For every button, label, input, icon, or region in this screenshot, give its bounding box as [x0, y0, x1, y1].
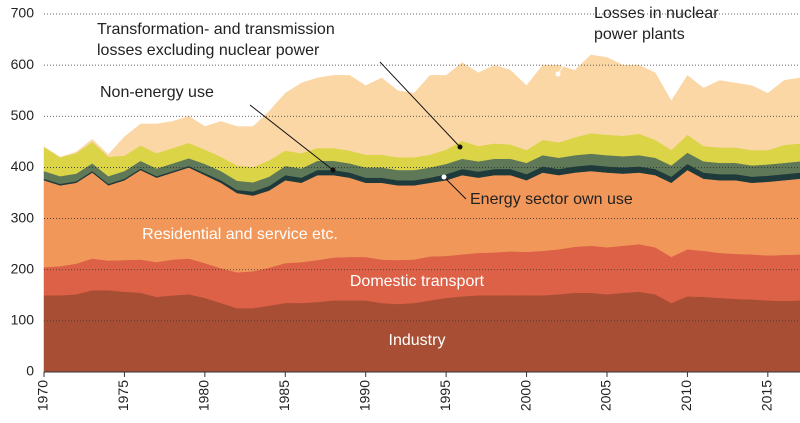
leader-dot — [330, 167, 336, 173]
leader-line — [249, 104, 334, 171]
annotations: Industry Domestic transport Residential … — [97, 5, 719, 349]
series-label: Losses in nuclear power plants — [594, 5, 719, 43]
x-tick-label: 2005 — [598, 380, 614, 411]
x-tick-label: 2000 — [517, 380, 533, 411]
leader-line — [557, 15, 595, 75]
y-tick-label: 600 — [11, 56, 35, 72]
x-tick-label: 1980 — [196, 380, 212, 411]
x-tick-label: 2010 — [678, 380, 694, 411]
series-label: Energy sector own use — [470, 191, 633, 208]
leader-dot — [457, 144, 463, 150]
x-tick-label: 1975 — [115, 380, 131, 411]
x-tick-label: 2015 — [759, 380, 775, 411]
series-label: Residential and service etc. — [142, 226, 338, 243]
y-tick-label: 200 — [11, 260, 35, 276]
leader-line — [379, 61, 461, 148]
leader-dot — [555, 71, 561, 77]
series-label: Domestic transport — [350, 273, 485, 290]
x-tick-label: 1995 — [437, 380, 453, 411]
x-tick-label: 1990 — [356, 380, 372, 411]
leader-line — [443, 176, 467, 200]
areas — [43, 54, 800, 373]
axes: 0 100 200 300 400 500 600 700 1970 1975 1980 1985 19… — [11, 5, 800, 411]
x-tick-label: 1970 — [35, 380, 51, 411]
y-tick-label: 0 — [26, 363, 34, 379]
area — [43, 289, 800, 373]
leader-dot — [441, 174, 447, 180]
x-tick-label: 1985 — [276, 380, 292, 411]
y-tick-label: 100 — [11, 312, 35, 328]
y-tick-label: 400 — [11, 158, 35, 174]
series-label: Non-energy use — [100, 84, 214, 101]
series-label: Industry — [389, 332, 446, 349]
series-label: Transformation- and transmission losses e… — [97, 21, 335, 59]
y-tick-label: 500 — [11, 107, 35, 123]
y-tick-label: 300 — [11, 209, 35, 225]
y-tick-label: 700 — [11, 5, 35, 21]
area — [43, 54, 800, 168]
